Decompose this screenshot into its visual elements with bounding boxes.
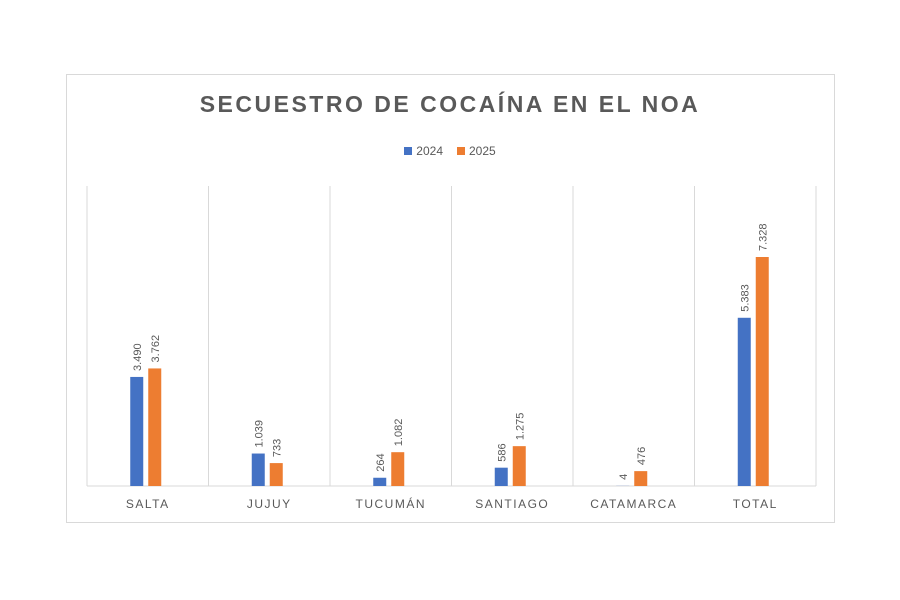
data-label-2025-total: 7.328 [757,223,769,251]
category-label-jujuy: JUJUY [247,497,292,511]
bar-2025-tucumán [391,452,405,486]
category-label-salta: SALTA [126,497,170,511]
data-label-2024-tucumán: 264 [375,453,387,471]
bar-2024-jujuy [251,453,265,486]
data-label-2025-santiago: 1.275 [514,413,526,441]
bar-2024-tucumán [373,477,387,486]
data-label-2024-salta: 3.490 [132,343,144,371]
chart-frame [66,74,835,523]
legend-swatch-2024 [404,147,413,155]
legend-swatch-2025 [457,147,465,155]
data-label-2025-jujuy: 733 [271,439,283,457]
data-label-2024-catamarca: 4 [618,474,630,480]
legend-label-2024: 2024 [416,144,443,158]
category-label-santiago: SANTIAGO [475,497,549,511]
legend: 2024 2025 [0,144,900,158]
chart-title: SECUESTRO DE COCAÍNA EN EL NOA [199,91,701,117]
bar-2025-santiago [512,446,526,486]
bar-2024-total [737,317,751,486]
bar-2024-salta [130,376,144,486]
legend-label-2025: 2025 [469,144,496,158]
bar-2025-salta [148,368,162,486]
data-label-2024-jujuy: 1.039 [253,420,265,448]
legend-item-2024: 2024 [404,144,443,158]
data-label-2024-total: 5.383 [739,284,751,312]
bar-2025-catamarca [634,471,648,486]
bar-2025-total [755,257,769,486]
legend-item-2025: 2025 [457,144,496,158]
bar-2024-santiago [494,467,508,486]
category-label-total: TOTAL [733,497,778,511]
category-label-catamarca: CATAMARCA [590,497,677,511]
data-label-2024-santiago: 586 [496,443,508,461]
category-label-tucumán: TUCUMÁN [356,496,427,511]
data-label-2025-tucumán: 1.082 [393,419,405,447]
data-label-2025-salta: 3.762 [150,335,162,363]
bar-2025-jujuy [269,463,283,486]
data-label-2025-catamarca: 476 [636,447,648,465]
